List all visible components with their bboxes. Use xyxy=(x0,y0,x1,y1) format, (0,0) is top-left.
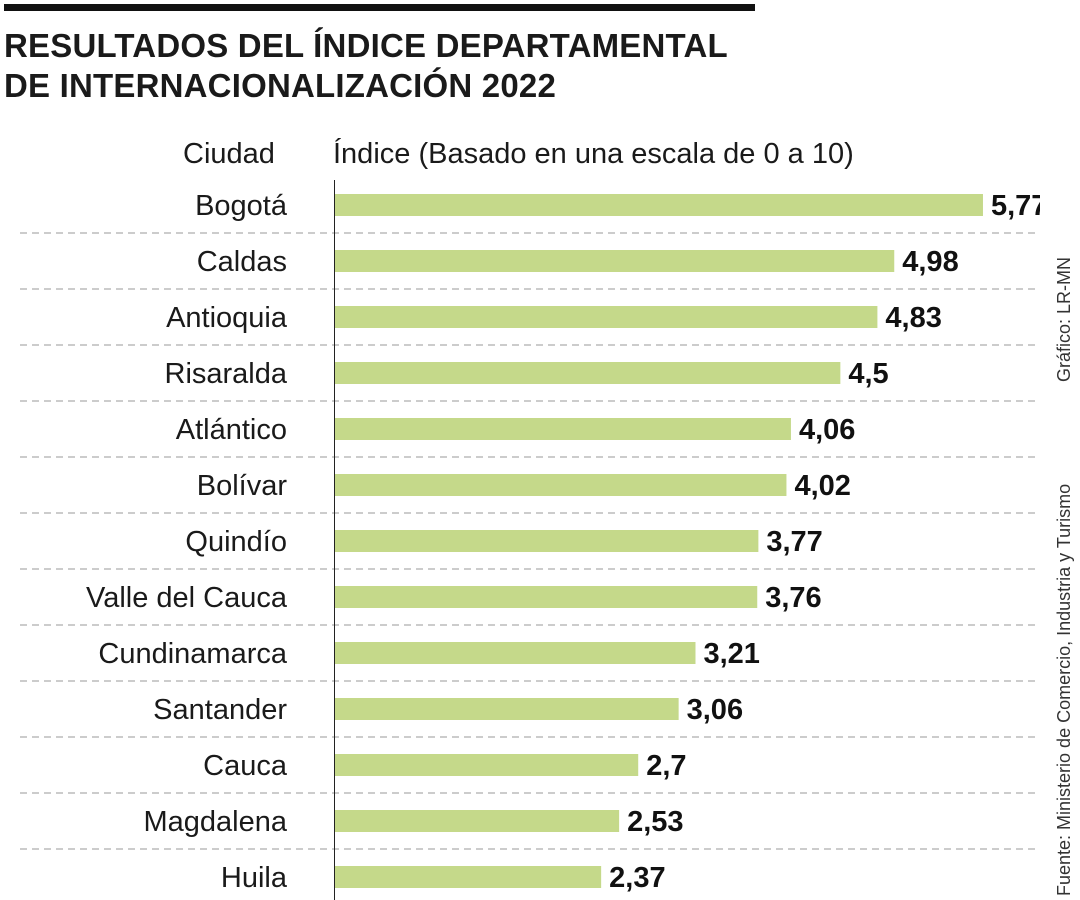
category-label: Bolívar xyxy=(197,470,288,502)
value-label: 3,21 xyxy=(703,638,759,670)
category-label: Risaralda xyxy=(165,358,288,390)
value-label: 2,53 xyxy=(627,806,683,838)
value-label: 5,77 xyxy=(991,190,1040,222)
chart-title: RESULTADOS DEL ÍNDICE DEPARTAMENTAL DE I… xyxy=(4,26,804,106)
bar xyxy=(335,474,787,496)
bar xyxy=(335,586,758,608)
value-label: 2,7 xyxy=(646,750,686,782)
value-label: 2,37 xyxy=(609,862,665,894)
category-label: Bogotá xyxy=(195,190,288,222)
value-label: 4,83 xyxy=(885,302,941,334)
value-label: 3,06 xyxy=(687,694,743,726)
value-label: 4,98 xyxy=(902,246,958,278)
chart-credit: Gráfico: LR-MN xyxy=(1054,256,1074,382)
chart-title-line-2: DE INTERNACIONALIZACIÓN 2022 xyxy=(4,67,557,104)
value-label: 3,77 xyxy=(766,526,822,558)
chart-source: Fuente: Ministerio de Comercio, Industri… xyxy=(1054,483,1074,896)
bar xyxy=(335,194,983,216)
bar xyxy=(335,418,791,440)
bar xyxy=(335,530,759,552)
bar xyxy=(335,754,639,776)
category-label: Valle del Cauca xyxy=(86,582,288,614)
category-label: Quindío xyxy=(185,526,287,558)
category-label: Caldas xyxy=(197,246,287,278)
bar xyxy=(335,810,620,832)
bar xyxy=(335,362,841,384)
value-label: 4,06 xyxy=(799,414,855,446)
value-label: 4,02 xyxy=(794,470,850,502)
value-label: 4,5 xyxy=(848,358,888,390)
category-column-header: Ciudad xyxy=(183,138,275,170)
category-label: Santander xyxy=(153,694,287,726)
value-column-header: Índice (Basado en una escala de 0 a 10) xyxy=(333,138,854,170)
value-label: 3,76 xyxy=(765,582,821,614)
bar xyxy=(335,642,696,664)
category-label: Cundinamarca xyxy=(98,638,287,670)
bar-chart: Bogotá 5,77 Caldas 4,98 Antioquia 4,83 Risaral… xyxy=(20,190,1040,894)
chart-title-line-1: RESULTADOS DEL ÍNDICE DEPARTAMENTAL xyxy=(4,27,728,64)
bar xyxy=(335,698,679,720)
bar xyxy=(335,866,602,888)
top-rule xyxy=(4,4,755,11)
category-label: Huila xyxy=(221,862,288,894)
value-axis-line xyxy=(334,180,335,900)
category-label: Antioquia xyxy=(166,302,288,334)
category-label: Magdalena xyxy=(144,806,288,838)
bar xyxy=(335,250,895,272)
category-label: Cauca xyxy=(203,750,288,782)
category-label: Atlántico xyxy=(176,414,287,446)
bar xyxy=(335,306,878,328)
